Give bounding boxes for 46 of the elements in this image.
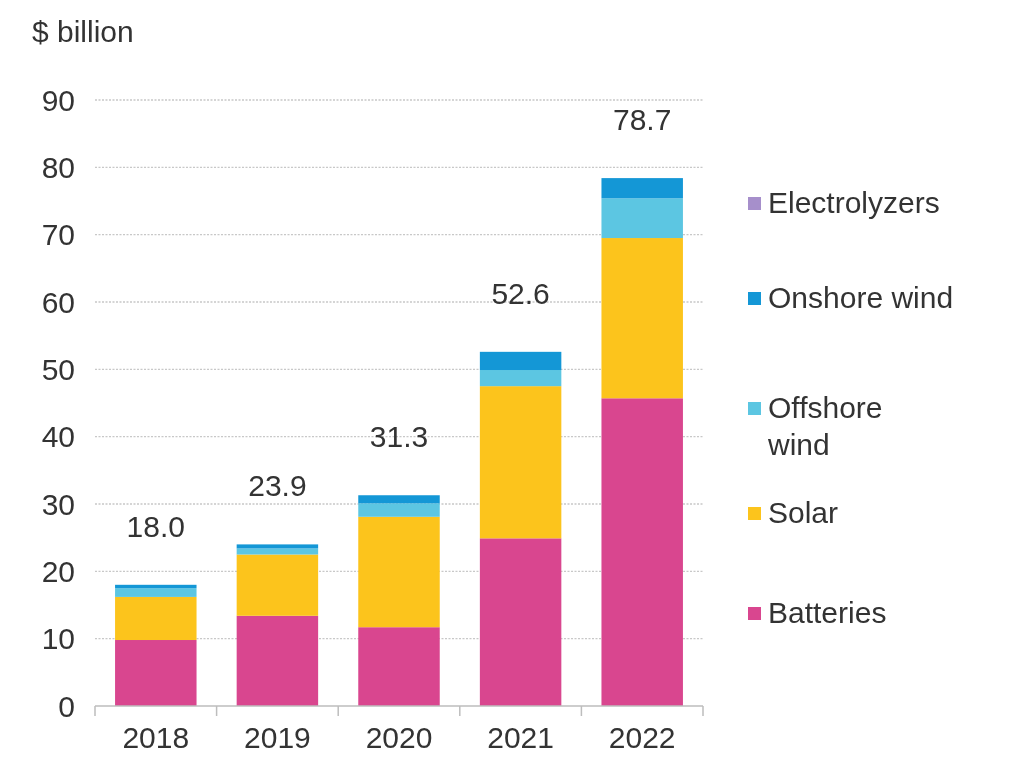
y-tick-label: 10: [41, 622, 75, 656]
x-tick-label: 2020: [365, 721, 433, 754]
bar: [236, 615, 319, 706]
bar: [601, 398, 683, 706]
legend-label: Onshore wind: [768, 281, 954, 314]
legend-label: Offshore wind: [767, 391, 883, 461]
y-tick-label: 0: [58, 689, 75, 723]
x-tick-label: 2022: [608, 721, 676, 754]
total-label: 23.9: [248, 469, 307, 503]
bar: [115, 596, 197, 641]
x-tick-label: 2019: [244, 721, 311, 754]
bar: [236, 544, 319, 549]
total-label: 52.6: [491, 276, 550, 310]
bar: [358, 516, 440, 628]
bar: [479, 370, 562, 387]
x-tick-label: 2018: [122, 721, 190, 754]
bar: [479, 386, 562, 539]
total-label: 78.7: [613, 103, 672, 137]
y-tick-label: 50: [41, 352, 75, 386]
bar: [601, 198, 683, 239]
legend-label: Batteries: [768, 596, 887, 629]
legend-label: Electrolyzers: [768, 186, 940, 219]
y-tick-label: 70: [41, 218, 75, 252]
y-axis-title: $ billion: [32, 15, 134, 48]
bar: [479, 538, 562, 706]
legend-label: Solar: [768, 496, 839, 529]
total-label: 18.0: [126, 509, 185, 543]
x-tick-label: 2021: [487, 721, 554, 754]
bar: [479, 351, 562, 371]
bar: [601, 178, 683, 199]
bar: [601, 238, 683, 399]
bar: [236, 548, 319, 555]
bar: [358, 495, 440, 504]
y-tick-label: 30: [41, 487, 75, 521]
y-tick-label: 60: [41, 285, 75, 319]
y-tick-label: 40: [41, 420, 75, 454]
bar: [358, 503, 440, 517]
bar: [358, 627, 440, 706]
bar: [236, 554, 319, 616]
bar: [115, 640, 197, 706]
y-tick-label: 80: [41, 150, 75, 184]
y-tick-label: 90: [41, 83, 75, 117]
bar: [115, 588, 197, 597]
bar: [115, 584, 197, 589]
y-tick-label: 20: [41, 554, 75, 588]
total-label: 31.3: [369, 420, 429, 454]
